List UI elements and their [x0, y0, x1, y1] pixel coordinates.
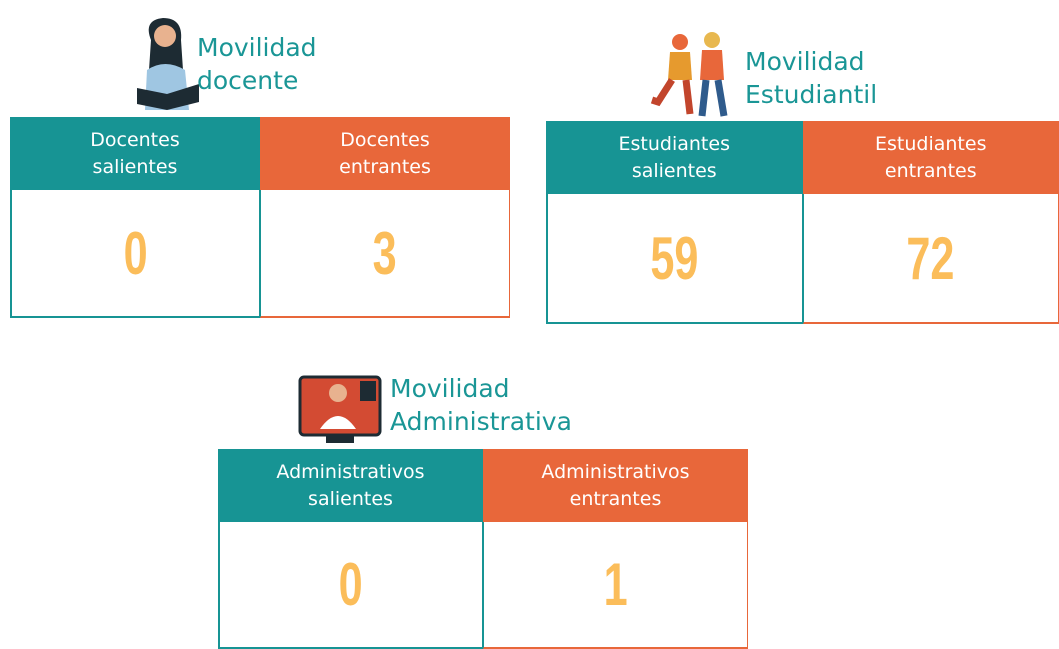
table-column: Docentes entrantes 3: [260, 117, 510, 318]
column-header: Estudiantes salientes: [546, 121, 803, 194]
table-column: Estudiantes entrantes 72: [803, 121, 1059, 324]
mobility-table: Docentes salientes 0 Docentes entrantes 3: [10, 117, 510, 318]
title-line: Estudiantil: [745, 78, 877, 111]
header-text: Docentes salientes: [90, 127, 179, 181]
title-line: Movilidad: [745, 45, 877, 78]
students-icon: [650, 28, 740, 120]
value-cell: 1: [483, 522, 748, 649]
title-line: Administrativa: [390, 405, 572, 438]
page: (() => { const data = JSON.parse(documen…: [0, 0, 1059, 649]
column-header: Docentes salientes: [10, 117, 260, 190]
value-text: 0: [339, 550, 363, 619]
table-column: Docentes salientes 0: [10, 117, 260, 318]
column-header: Administrativos entrantes: [483, 449, 748, 522]
value-text: 0: [123, 219, 147, 288]
value-text: 72: [907, 224, 955, 293]
value-cell: 0: [10, 190, 260, 318]
title-line: Movilidad: [197, 31, 317, 64]
column-header: Estudiantes entrantes: [803, 121, 1059, 194]
teacher-icon: [133, 10, 203, 116]
mobility-table: Estudiantes salientes 59 Estudiantes entra…: [546, 121, 1059, 324]
value-text: 3: [373, 219, 397, 288]
header-text: Administrativos salientes: [276, 459, 424, 513]
header-text: Administrativos entrantes: [541, 459, 689, 513]
header-text: Docentes entrantes: [339, 127, 431, 181]
table-column: Estudiantes salientes 59: [546, 121, 803, 324]
table-column: Administrativos salientes 0: [218, 449, 483, 649]
value-cell: 59: [546, 194, 803, 324]
header-text: Estudiantes entrantes: [875, 131, 986, 185]
header-text: Estudiantes salientes: [619, 131, 730, 185]
column-header: Docentes entrantes: [260, 117, 510, 190]
column-header: Administrativos salientes: [218, 449, 483, 522]
value-text: 59: [651, 224, 699, 293]
value-cell: 72: [803, 194, 1059, 324]
table-column: Administrativos entrantes 1: [483, 449, 748, 649]
title-line: Movilidad: [390, 372, 572, 405]
value-cell: 3: [260, 190, 510, 318]
value-text: 1: [603, 550, 627, 619]
admin-icon: [298, 373, 384, 447]
value-cell: 0: [218, 522, 483, 649]
title-line: docente: [197, 64, 317, 97]
